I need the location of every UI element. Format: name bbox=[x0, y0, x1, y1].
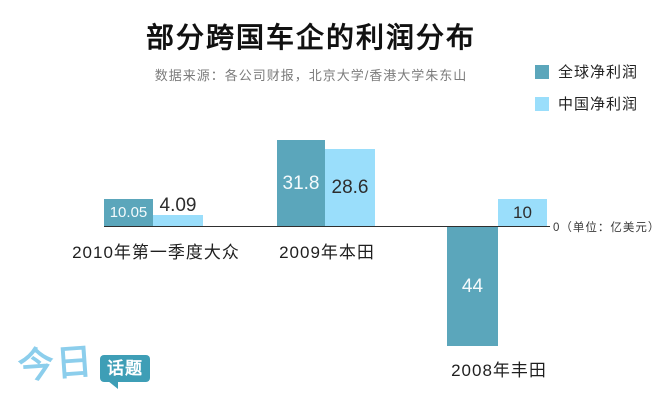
legend: 全球净利润 中国净利润 bbox=[535, 61, 638, 125]
bar-value-label: 10 bbox=[513, 203, 532, 222]
page-title: 部分跨国车企的利润分布 bbox=[145, 22, 476, 53]
category-label-vw: 2010年第一季度大众 bbox=[72, 243, 240, 262]
legend-item-china: 中国净利润 bbox=[535, 93, 638, 114]
bar-vw-global: 10.05 bbox=[104, 198, 153, 226]
chart-header: 部分跨国车企的利润分布 数据来源：各公司财报，北京大学/香港大学朱东山 bbox=[0, 16, 622, 84]
zero-axis-line bbox=[104, 226, 550, 227]
legend-label-global: 全球净利润 bbox=[558, 64, 639, 81]
bar-vw-china bbox=[153, 214, 203, 226]
legend-label-china: 中国净利润 bbox=[558, 96, 639, 113]
data-source-note: 数据来源：各公司财报，北京大学/香港大学朱东山 bbox=[154, 68, 468, 83]
axis-zero-unit-label: 0（单位：亿美元） bbox=[553, 222, 660, 234]
bar-toyota-global: 44 bbox=[447, 227, 498, 346]
bar-value-label: 28.6 bbox=[331, 176, 369, 198]
legend-swatch-global bbox=[535, 64, 549, 79]
logo-bubble-text: 话题 bbox=[100, 354, 151, 389]
legend-item-global: 全球净利润 bbox=[535, 61, 638, 82]
bar-value-label: 44 bbox=[461, 275, 484, 297]
logo-script-text: 今日 bbox=[16, 340, 96, 387]
legend-swatch-china bbox=[535, 96, 549, 111]
bar-honda-global: 31.8 bbox=[277, 140, 325, 226]
bar-honda-china: 28.6 bbox=[325, 148, 375, 226]
brand-logo: 今日 话题 bbox=[16, 340, 151, 389]
bar-value-label-vw-china: 4.09 bbox=[159, 195, 197, 216]
bar-value-label: 31.8 bbox=[282, 172, 320, 194]
bar-toyota-china: 10 bbox=[498, 199, 547, 226]
category-label-toyota: 2008年丰田 bbox=[451, 361, 547, 380]
category-label-honda: 2009年本田 bbox=[279, 243, 375, 262]
bar-value-label: 10.05 bbox=[109, 203, 148, 221]
